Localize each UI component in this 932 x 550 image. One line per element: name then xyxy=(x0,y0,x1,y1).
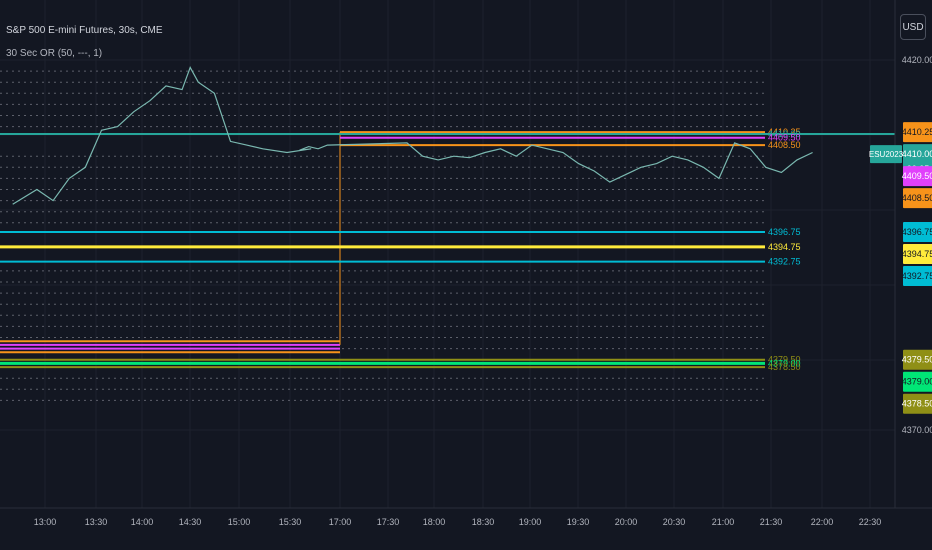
level-line-label: 4410.25 xyxy=(768,127,801,137)
x-tick-label: 21:30 xyxy=(760,517,783,527)
x-tick-label: 19:30 xyxy=(567,517,590,527)
level-line-label: 4409.50 xyxy=(768,133,801,143)
axis-price-label-text: 4394.75 xyxy=(902,249,932,259)
level-line-label: 4410.00 xyxy=(768,129,801,139)
axis-price-label xyxy=(903,122,932,143)
indicator-legend[interactable]: 30 Sec OR (50, ---, 1) xyxy=(6,48,103,59)
price-series-line xyxy=(12,65,813,205)
axis-price-label xyxy=(903,371,932,392)
level-line-label: 4379.00 xyxy=(768,358,801,368)
x-tick-label: 17:30 xyxy=(377,517,400,527)
axis-price-label xyxy=(903,266,932,287)
x-tick-label: 18:30 xyxy=(472,517,495,527)
level-line-label: 4396.75 xyxy=(768,227,801,237)
currency-button[interactable]: USD xyxy=(900,14,926,40)
axis-price-label xyxy=(903,188,932,209)
chart-title: S&P 500 E-mini Futures, 30s, CME xyxy=(6,25,163,36)
x-tick-label: 22:00 xyxy=(811,517,834,527)
y-tick-label: 4370.00 xyxy=(902,425,932,435)
level-line-label: 4379.50 xyxy=(768,355,801,365)
level-line-label: 4408.50 xyxy=(768,140,801,150)
x-tick-label: 19:00 xyxy=(519,517,542,527)
axis-price-label-text: 4409.50 xyxy=(902,171,932,181)
axis-price-label xyxy=(903,166,932,187)
symbol-tag xyxy=(870,145,902,164)
level-line-label: 4394.75 xyxy=(768,242,801,252)
y-tick-label: 4420.00 xyxy=(902,55,932,65)
x-tick-label: 18:00 xyxy=(423,517,446,527)
axis-price-label-text: 4396.75 xyxy=(902,227,932,237)
x-tick-label: 21:00 xyxy=(712,517,735,527)
axis-price-label-text: 4410.25 xyxy=(902,127,932,137)
x-tick-label: 20:30 xyxy=(663,517,686,527)
x-tick-label: 17:00 xyxy=(329,517,352,527)
axis-price-label-text: 4378.50 xyxy=(902,399,932,409)
x-tick-label: 15:30 xyxy=(279,517,302,527)
x-tick-label: 13:30 xyxy=(85,517,108,527)
axis-price-label-text: 4379.00 xyxy=(902,377,932,387)
axis-price-label xyxy=(903,349,932,370)
x-tick-label: 13:00 xyxy=(34,517,57,527)
symbol-tag-text: ESU2023 xyxy=(869,150,904,159)
axis-price-label-text: 4408.50 xyxy=(902,193,932,203)
axis-price-label xyxy=(903,393,932,414)
axis-price-label-text: 4379.50 xyxy=(902,355,932,365)
axis-price-label-text: 4410.00 xyxy=(902,149,932,159)
axis-price-label xyxy=(903,222,932,243)
level-line-label: 4392.75 xyxy=(768,257,801,267)
x-tick-label: 15:00 xyxy=(228,517,251,527)
x-tick-label: 22:30 xyxy=(859,517,882,527)
axis-price-label xyxy=(903,244,932,265)
x-tick-label: 14:00 xyxy=(131,517,154,527)
x-tick-label: 14:30 xyxy=(179,517,202,527)
level-line-label: 4378.50 xyxy=(768,362,801,372)
axis-price-label-text: 4392.75 xyxy=(902,271,932,281)
x-tick-label: 20:00 xyxy=(615,517,638,527)
